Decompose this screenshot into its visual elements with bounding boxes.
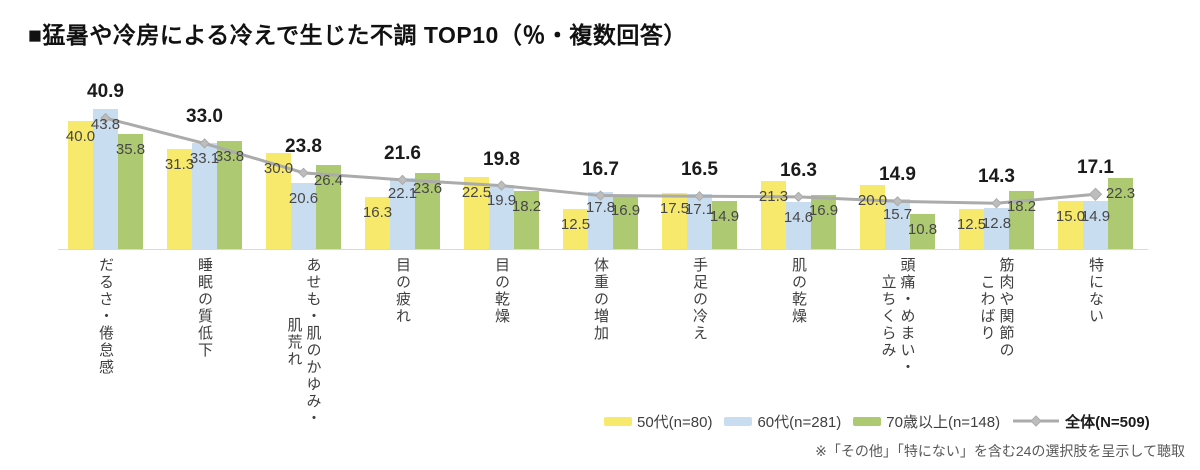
- category-label: 肌の乾燥: [790, 257, 807, 325]
- legend-item-60s: 60代(n=281): [724, 411, 841, 432]
- total-value-label: 16.5: [681, 159, 718, 181]
- bar-value-label: 35.8: [115, 141, 146, 158]
- bar: [563, 209, 588, 249]
- bar-value-label: 10.8: [907, 221, 938, 238]
- bar: [68, 121, 93, 249]
- bar-value-label: 17.1: [684, 201, 715, 218]
- page-title: ■猛暑や冷房による冷えで生じた不調 TOP10（％・複数回答）: [28, 22, 687, 48]
- total-value-label: 16.7: [582, 158, 619, 180]
- category-label: あせも・肌のかゆみ・ 肌荒れ: [285, 257, 322, 427]
- bar-value-label: 14.9: [1080, 208, 1111, 225]
- bar: [959, 209, 984, 249]
- total-value-label: 16.3: [780, 159, 817, 181]
- bar: [786, 202, 811, 249]
- bar-value-label: 14.9: [709, 208, 740, 225]
- bar-value-label: 22.3: [1105, 185, 1136, 202]
- category-label: 睡眠の質低下: [196, 257, 213, 359]
- bar: [984, 208, 1009, 249]
- legend-item-50s: 50代(n=80): [604, 411, 712, 432]
- x-axis-line: [58, 249, 1148, 250]
- legend-item-70s: 70歳以上(n=148): [853, 411, 1000, 432]
- total-value-label: 23.8: [285, 135, 322, 157]
- legend-swatch-70s: [853, 416, 882, 426]
- category-label: 頭痛・めまい・ 立ちくらみ: [879, 257, 916, 376]
- bar-value-label: 26.4: [313, 172, 344, 189]
- legend: 50代(n=80) 60代(n=281) 70歳以上(n=148) 全体(N=5…: [604, 410, 1150, 432]
- legend-line-marker-icon: [1013, 415, 1060, 427]
- total-value-label: 33.0: [186, 106, 223, 128]
- bar-value-label: 16.9: [610, 202, 641, 219]
- bar: [1108, 178, 1133, 249]
- bar-value-label: 15.0: [1055, 208, 1086, 225]
- bar: [1058, 201, 1083, 249]
- total-value-label: 14.9: [879, 164, 916, 186]
- legend-label-50s: 50代(n=80): [637, 413, 713, 431]
- legend-label-60s: 60代(n=281): [757, 413, 842, 431]
- category-label: 目の乾燥: [493, 257, 510, 325]
- category-label: だるさ・倦怠感: [97, 257, 114, 376]
- bar-value-label: 15.7: [882, 206, 913, 223]
- bar-value-label: 16.3: [362, 204, 393, 221]
- total-value-label: 21.6: [384, 142, 421, 164]
- bar-value-label: 12.5: [956, 216, 987, 233]
- total-value-label: 19.8: [483, 148, 520, 170]
- total-value-label: 14.3: [978, 166, 1015, 188]
- bar-value-label: 12.5: [560, 216, 591, 233]
- category-label: 特にない: [1087, 257, 1104, 325]
- bar: [910, 214, 935, 249]
- bar-value-label: 18.2: [511, 198, 542, 215]
- bar-value-label: 14.6: [783, 209, 814, 226]
- bar: [712, 201, 737, 249]
- bar: [885, 199, 910, 249]
- bar-value-label: 12.8: [981, 215, 1012, 232]
- bar-value-label: 20.6: [288, 190, 319, 207]
- legend-label-70s: 70歳以上(n=148): [886, 413, 1001, 431]
- bar: [1083, 201, 1108, 249]
- category-label: 目の疲れ: [394, 257, 411, 325]
- bar: [365, 197, 390, 249]
- bar-value-label: 43.8: [90, 116, 121, 133]
- total-value-label: 40.9: [87, 81, 124, 103]
- total-value-label: 17.1: [1077, 157, 1114, 179]
- bar-value-label: 40.0: [65, 128, 96, 145]
- category-label: 手足の冷え: [691, 257, 708, 342]
- bar-value-label: 16.9: [808, 202, 839, 219]
- footnote: ※「その他」「特にない」を含む24の選択肢を呈示して聴取: [815, 443, 1185, 459]
- category-label: 筋肉や関節の こわばり: [978, 257, 1015, 359]
- legend-swatch-60s: [724, 416, 753, 426]
- legend-item-total: 全体(N=509): [1012, 411, 1150, 432]
- legend-swatch-50s: [604, 416, 632, 426]
- legend-label-total: 全体(N=509): [1065, 413, 1150, 431]
- category-label: 体重の増加: [592, 257, 609, 342]
